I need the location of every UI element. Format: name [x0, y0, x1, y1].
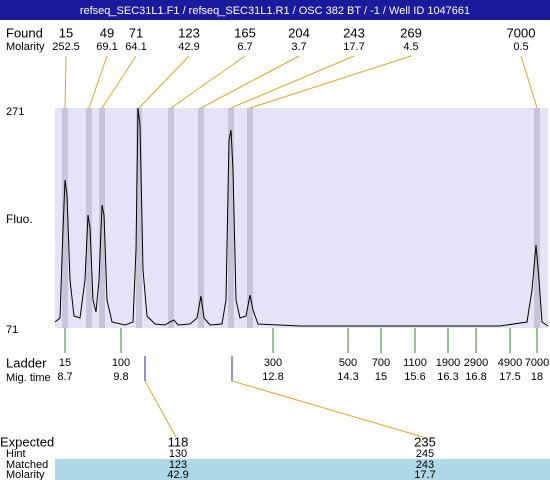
- found-molarity: 64.1: [125, 41, 146, 53]
- found-molarity: 17.7: [343, 41, 364, 53]
- ladder-size: 7000: [525, 357, 549, 369]
- expected-row-label: Matched: [6, 459, 48, 471]
- ladder-size: 300: [264, 357, 282, 369]
- found-molarity: 4.5: [403, 41, 418, 53]
- found-size: 15: [59, 25, 73, 40]
- found-molarity: 3.7: [291, 41, 306, 53]
- peak-band: [198, 108, 204, 328]
- peak-band: [228, 108, 234, 328]
- ladder-size: 1100: [403, 357, 427, 369]
- peak-band: [247, 108, 253, 328]
- matched-highlight: [55, 459, 550, 480]
- found-size: 269: [400, 25, 422, 40]
- ladder-time: 15.6: [404, 371, 425, 383]
- expected-value: 243: [416, 459, 434, 471]
- expected-value: 235: [414, 434, 436, 449]
- peak-band: [99, 108, 105, 328]
- peak-band: [86, 108, 92, 328]
- found-size: 49: [100, 25, 114, 40]
- header-bar: [0, 0, 550, 20]
- ladder-time: 16.8: [465, 371, 486, 383]
- expected-row-label: Hint: [6, 448, 26, 460]
- ladder-size: 700: [372, 357, 390, 369]
- expected-value: 17.7: [414, 469, 435, 480]
- found-molarity: 42.9: [178, 41, 199, 53]
- ladder-time: 12.8: [262, 371, 283, 383]
- ladder-time: 14.3: [337, 371, 358, 383]
- found-size: 243: [343, 25, 365, 40]
- expected-row-label: Molarity: [6, 469, 45, 480]
- peak-connector: [170, 55, 246, 109]
- ladder-size: 2900: [464, 357, 488, 369]
- ladder-time: 16.3: [437, 371, 458, 383]
- expected-value: 118: [168, 434, 189, 449]
- peak-connector: [230, 55, 355, 109]
- peak-connector: [520, 55, 538, 109]
- found-size: 123: [178, 25, 200, 40]
- peak-connector: [200, 55, 300, 109]
- ladder-time: 15: [375, 371, 387, 383]
- expected-value: 123: [169, 459, 187, 471]
- ladder-time: 18: [531, 371, 543, 383]
- expected-connector: [231, 380, 424, 438]
- found-molarity: 6.7: [237, 41, 252, 53]
- found-size: 71: [129, 25, 143, 40]
- peak-connector: [249, 55, 412, 109]
- header-title: refseq_SEC31L1.F1 / refseq_SEC31L1.R1 / …: [80, 5, 470, 17]
- peak-connector: [88, 55, 108, 109]
- peak-band: [136, 108, 142, 328]
- peak-connector: [138, 55, 190, 109]
- ladder-size: 4900: [498, 357, 522, 369]
- ladder-size: 500: [339, 357, 357, 369]
- found-label: Found: [6, 25, 43, 40]
- expected-row-label: Expected: [0, 434, 54, 449]
- plot-area: [55, 108, 548, 328]
- expected-value: 245: [416, 448, 434, 460]
- ladder-label: Ladder: [6, 355, 47, 370]
- expected-value: 130: [169, 448, 187, 460]
- found-molarity: 252.5: [52, 41, 80, 53]
- peak-band: [534, 108, 540, 328]
- found-size: 165: [234, 25, 256, 40]
- ladder-size: 1900: [436, 357, 460, 369]
- y-min-label: 71: [6, 324, 18, 336]
- peak-band: [168, 108, 174, 328]
- y-max-label: 271: [6, 106, 24, 118]
- peak-bands: [62, 108, 540, 328]
- y-axis-label: Fluo.: [6, 212, 33, 226]
- ladder-time: 9.8: [113, 371, 128, 383]
- ladder-size: 100: [112, 357, 130, 369]
- expected-value: 42.9: [167, 469, 188, 480]
- peak-connector: [101, 55, 137, 109]
- expected-connector: [144, 380, 177, 438]
- ladder-size: 15: [59, 357, 71, 369]
- peak-band: [62, 108, 68, 328]
- trace: [54, 107, 549, 327]
- ladder-time: 8.7: [57, 371, 72, 383]
- found-molarity: 69.1: [96, 41, 117, 53]
- molarity-label: Molarity: [6, 41, 45, 53]
- ladder-time: 17.5: [499, 371, 520, 383]
- peak-connector: [64, 55, 67, 109]
- mig-time-label: Mig. time: [6, 372, 51, 384]
- found-molarity: 0.5: [513, 41, 528, 53]
- found-size: 204: [288, 25, 310, 40]
- found-size: 7000: [507, 25, 536, 40]
